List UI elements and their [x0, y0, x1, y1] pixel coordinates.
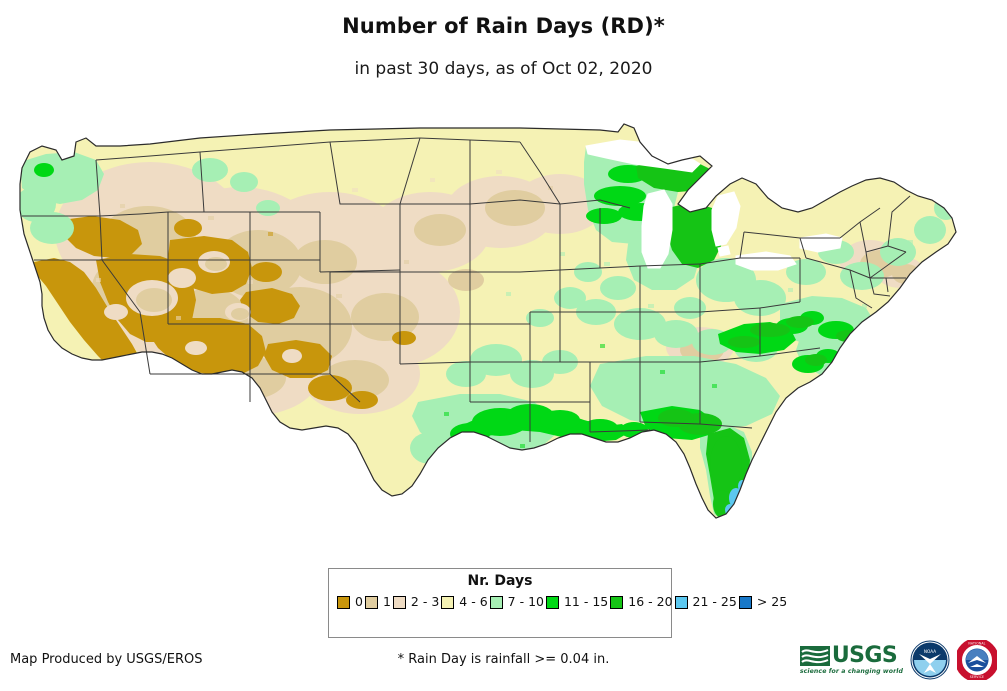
legend-item: 11 - 15 [545, 593, 609, 611]
usgs-wave-icon [799, 646, 830, 666]
usgs-logo: USGS science for a changing world [799, 640, 903, 680]
map-raster-layer [20, 124, 956, 518]
legend-swatch [674, 595, 688, 609]
legend-item: > 25 [738, 593, 788, 611]
rain-day-note: * Rain Day is rainfall >= 0.04 in. [0, 652, 1007, 667]
legend-swatch [364, 595, 378, 609]
legend-label: 2 - 3 [410, 594, 440, 609]
svg-text:SERVICE: SERVICE [970, 675, 984, 679]
legend-label: 0 [355, 594, 363, 609]
agency-logos: USGS science for a changing world NOAA N… [799, 636, 997, 684]
legend-title: Nr. Days [467, 573, 533, 589]
legend-label: > 25 [756, 594, 788, 609]
page-title: Number of Rain Days (RD)* [342, 14, 665, 38]
legend-swatch [738, 595, 752, 609]
legend-swatch [441, 595, 455, 609]
legend-item: 4 - 6 [441, 593, 488, 611]
legend-label: 1 [382, 594, 391, 609]
legend-label: 21 - 25 [692, 594, 737, 609]
map-svg [19, 123, 957, 519]
legend-swatch [337, 595, 350, 609]
legend-item: 7 - 10 [489, 593, 544, 611]
rain-day-note-text: * Rain Day is rainfall >= 0.04 in. [397, 652, 610, 667]
nws-logo-icon: NATIONAL SERVICE [957, 640, 997, 680]
legend-item: 0 [337, 593, 363, 611]
legend-swatch [610, 595, 624, 609]
rain-days-choropleth-map [0, 112, 1007, 552]
legend-item: 16 - 20 [610, 593, 673, 611]
legend-label: 11 - 15 [563, 594, 609, 609]
legend-swatch [489, 595, 503, 609]
legend-items: 0 1 2 - 3 4 - 6 7 - 10 11 - 15 [329, 593, 787, 611]
svg-text:NATIONAL: NATIONAL [968, 642, 985, 646]
usgs-tagline: science for a changing world [799, 668, 903, 675]
page-subtitle: in past 30 days, as of Oct 02, 2020 [354, 59, 653, 79]
svg-text:NOAA: NOAA [924, 649, 936, 654]
legend-label: 16 - 20 [628, 594, 673, 609]
great-lakes-mask [585, 139, 843, 271]
legend-label: 7 - 10 [507, 594, 544, 609]
legend-label: 4 - 6 [459, 594, 488, 609]
noaa-logo-icon: NOAA [910, 640, 950, 680]
legend-item: 2 - 3 [392, 593, 440, 611]
map-legend: Nr. Days 0 1 2 - 3 4 - 6 7 - 10 [328, 568, 787, 638]
usgs-wordmark: USGS [831, 643, 898, 668]
map-credit: Map Produced by USGS/EROS [10, 652, 203, 667]
legend-item: 21 - 25 [674, 593, 737, 611]
legend-swatch [545, 595, 559, 609]
legend-swatch [392, 595, 406, 609]
state-boundaries [22, 137, 911, 442]
legend-item: 1 [364, 593, 391, 611]
